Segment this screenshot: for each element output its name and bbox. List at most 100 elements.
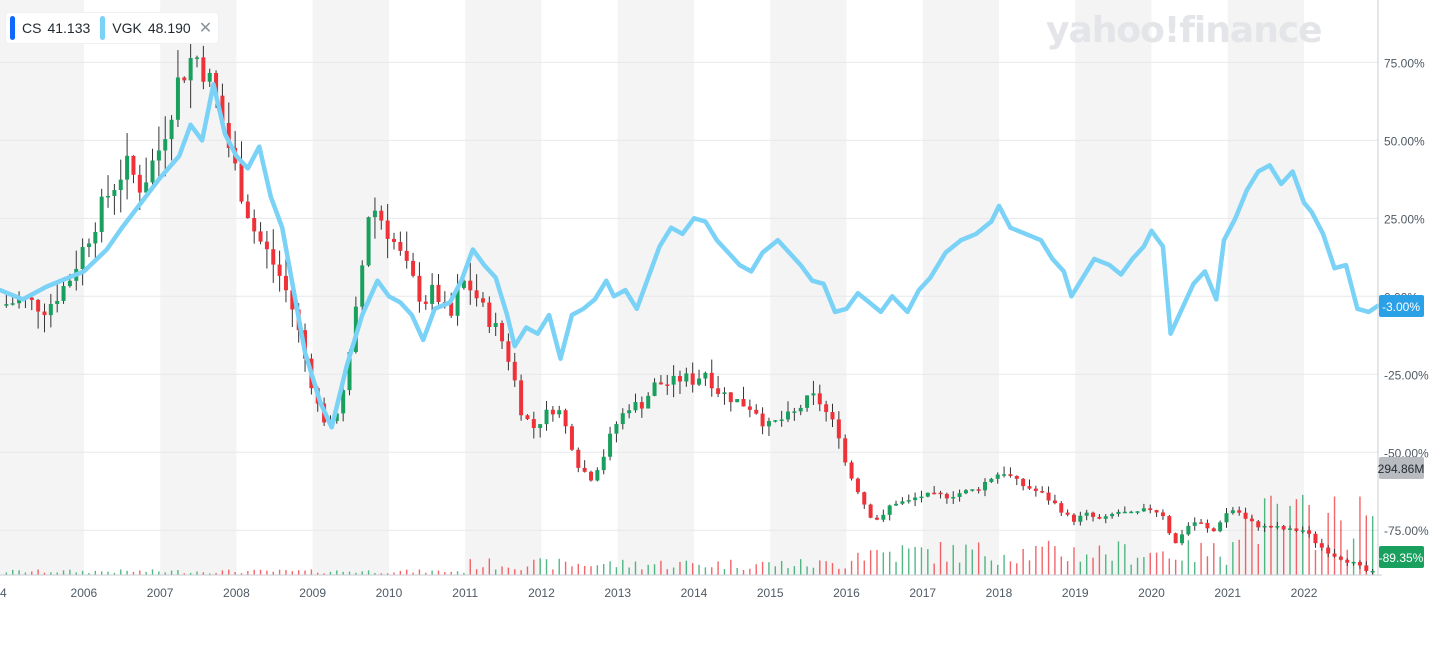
- x-tick-label: 2007: [147, 586, 174, 600]
- volume-bar: [1257, 544, 1259, 575]
- volume-bar: [18, 570, 20, 575]
- candle-body: [792, 411, 797, 413]
- volume-bar: [1016, 563, 1018, 575]
- candle-body: [1332, 553, 1337, 557]
- candle-body: [277, 264, 282, 276]
- candle-body: [188, 58, 193, 81]
- candle-body: [1243, 512, 1248, 519]
- candle-body: [919, 496, 924, 499]
- volume-bar: [482, 567, 484, 575]
- volume-bar: [31, 571, 33, 575]
- candle-body: [633, 402, 638, 411]
- candle-body: [716, 388, 721, 394]
- candle-body: [1313, 533, 1318, 544]
- candle-body: [17, 298, 22, 304]
- candle-body: [80, 247, 85, 269]
- volume-bar: [221, 570, 224, 575]
- volume-bar: [75, 572, 77, 575]
- volume-bar: [965, 544, 967, 575]
- candle-body: [252, 218, 257, 232]
- price-labels: -3.00% 294.86M -89.35%: [1378, 295, 1424, 568]
- legend-item-cs[interactable]: CS 41.133: [6, 13, 96, 43]
- candle-body: [1319, 543, 1324, 548]
- volume-bar: [583, 565, 586, 575]
- volume-bar: [1162, 551, 1164, 575]
- volume-bar: [603, 564, 605, 575]
- volume-bar: [1327, 512, 1329, 575]
- y-tick-label: -75.00%: [1384, 524, 1429, 538]
- volume-bar: [170, 570, 173, 575]
- volume-bar: [1155, 552, 1158, 575]
- volume-bar: [1073, 547, 1075, 575]
- candle-body: [550, 409, 555, 415]
- candle-body: [747, 406, 752, 410]
- volume-bar: [914, 546, 916, 575]
- volume-bar: [1276, 503, 1279, 575]
- close-icon[interactable]: ✕: [198, 20, 213, 37]
- volume-bar: [406, 569, 408, 575]
- volume-bar: [1035, 545, 1037, 575]
- volume-bar: [209, 573, 211, 575]
- candle-body: [900, 501, 905, 504]
- volume-bar: [43, 572, 46, 575]
- volume-bar: [266, 570, 268, 575]
- volume-bar: [228, 569, 230, 575]
- volume-bar: [1009, 561, 1012, 575]
- candle-body: [423, 301, 428, 304]
- cs-candles: [4, 30, 1375, 576]
- volume-bar: [56, 572, 58, 575]
- legend: CS 41.133 VGK 48.190 ✕: [6, 13, 219, 43]
- candle-body: [112, 190, 117, 196]
- volume-bar: [514, 569, 516, 575]
- candle-body: [976, 489, 981, 491]
- candle-body: [703, 372, 708, 379]
- legend-item-vgk[interactable]: VGK 48.190 ✕: [96, 13, 218, 43]
- candle-body: [1033, 488, 1038, 492]
- volume-label-bg: [1379, 457, 1424, 479]
- volume-bars: [5, 494, 1374, 575]
- volume-bar: [609, 561, 611, 575]
- candle-body: [1040, 491, 1045, 493]
- volume-bar: [183, 573, 185, 575]
- candle-body: [728, 392, 733, 403]
- volume-bar: [1225, 564, 1228, 575]
- x-tick-label: 2015: [757, 586, 784, 600]
- candle-body: [461, 280, 466, 289]
- volume-bar: [94, 570, 97, 575]
- volume-bar: [386, 573, 389, 575]
- volume-bar: [615, 567, 618, 575]
- candle-body: [1059, 503, 1064, 513]
- candle-body: [627, 410, 632, 414]
- volume-bar: [1092, 557, 1094, 575]
- volume-bar: [24, 572, 27, 575]
- volume-bar: [1238, 539, 1240, 575]
- candle-body: [538, 424, 543, 429]
- candle-body: [671, 375, 676, 385]
- vgk-price-label: -3.00%: [1382, 300, 1420, 314]
- volume-bar: [761, 561, 764, 575]
- volume-bar: [380, 573, 382, 575]
- candle-body: [798, 407, 803, 412]
- volume-bar: [69, 569, 71, 575]
- volume-bar: [1181, 560, 1183, 575]
- candle-body: [1110, 513, 1115, 517]
- volume-bar: [431, 570, 433, 575]
- volume-bar: [1054, 546, 1056, 575]
- candle-body: [1192, 522, 1197, 526]
- y-tick-label: 75.00%: [1384, 56, 1425, 70]
- x-tick-label: 2020: [1138, 586, 1165, 600]
- candle-body: [652, 382, 657, 396]
- cs-price-label-bg: [1379, 546, 1424, 568]
- volume-bar: [634, 561, 637, 575]
- candle-body: [347, 351, 352, 391]
- volume-bar: [348, 571, 351, 575]
- candle-body: [722, 392, 727, 394]
- volume-bar: [812, 567, 815, 575]
- volume-bar: [691, 563, 694, 575]
- candle-body: [1148, 508, 1153, 511]
- candle-body: [118, 179, 123, 191]
- volume-bar: [304, 570, 306, 575]
- vgk-line: [0, 81, 1381, 430]
